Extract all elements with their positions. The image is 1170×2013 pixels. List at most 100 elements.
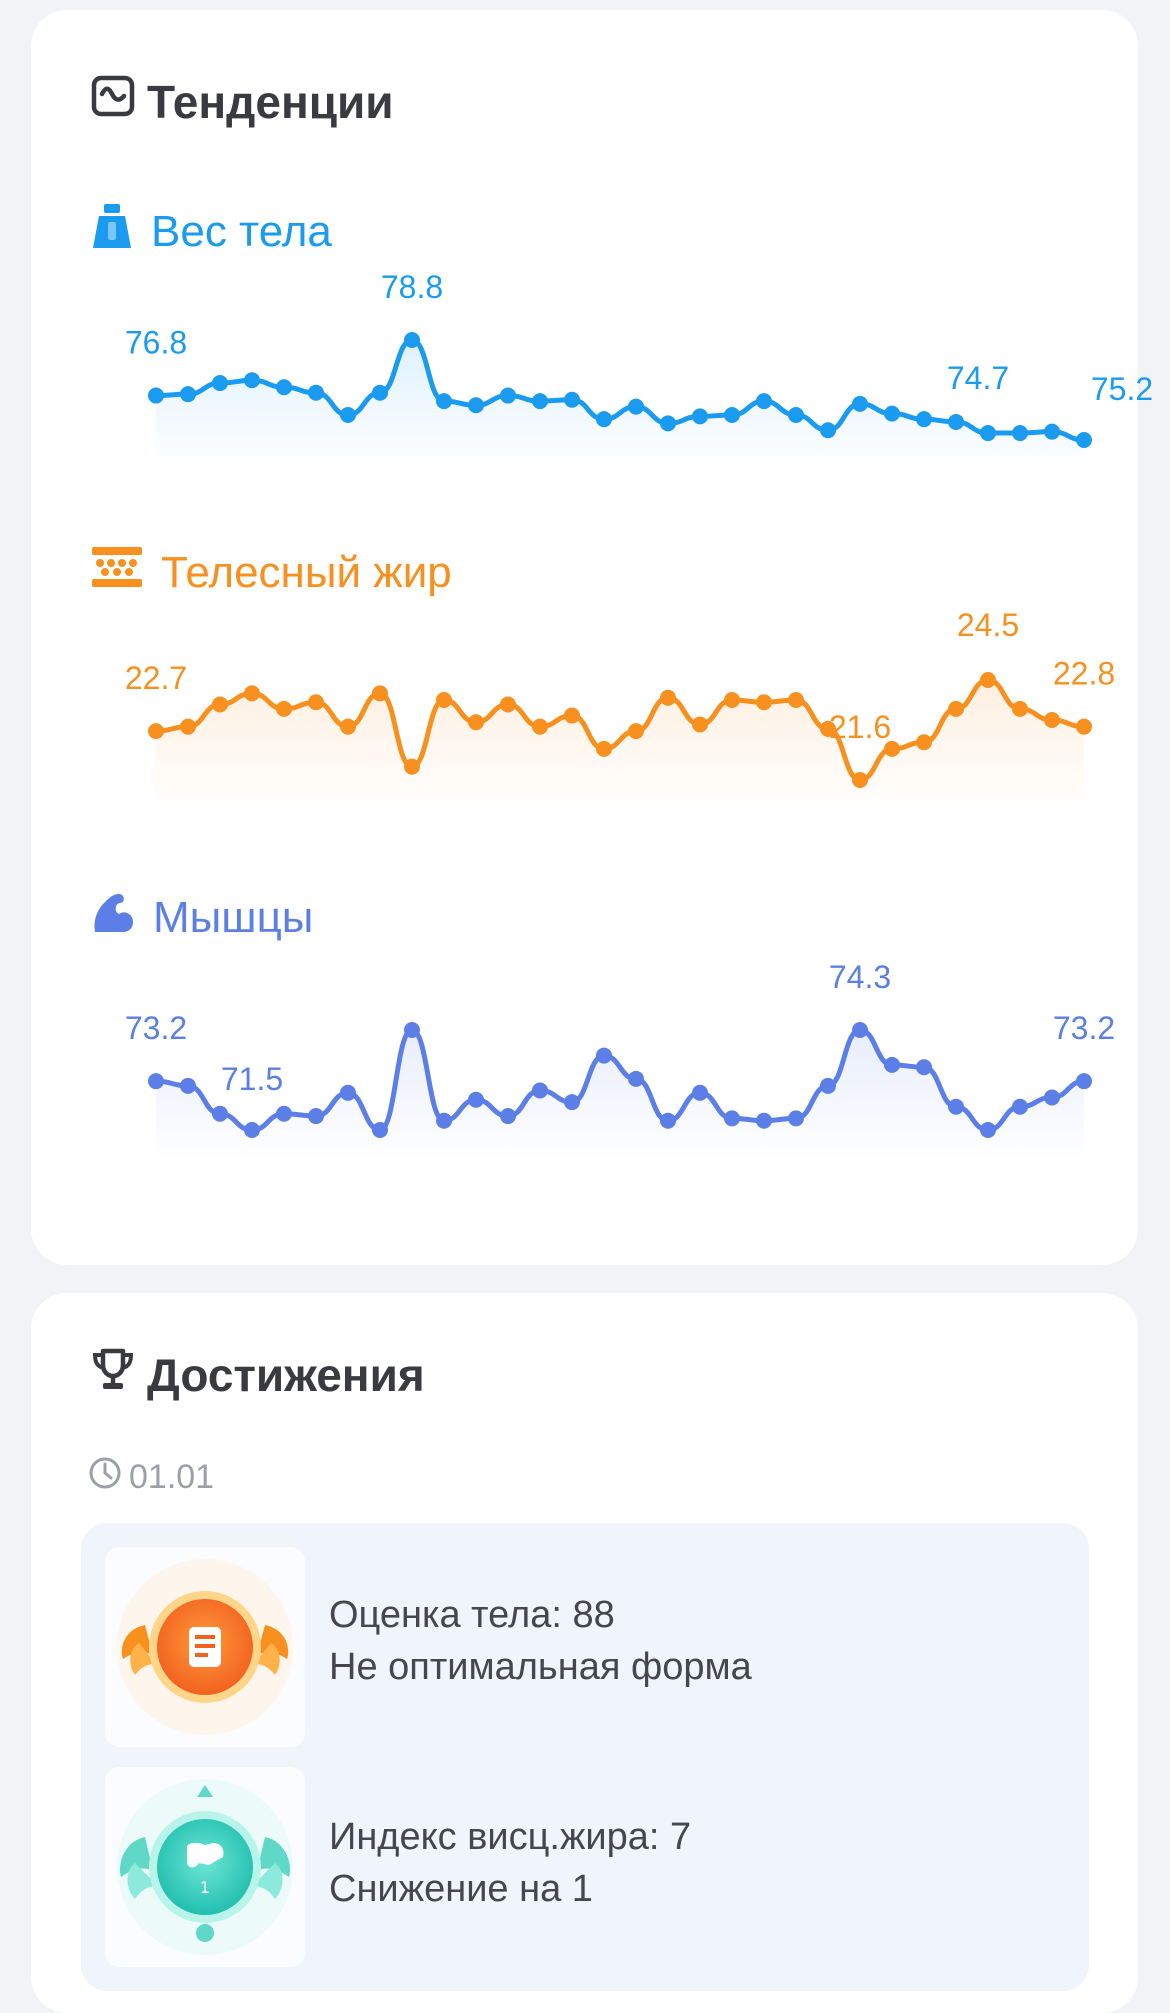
data-point[interactable] bbox=[404, 1022, 420, 1038]
data-point[interactable] bbox=[180, 386, 196, 403]
data-point[interactable] bbox=[564, 707, 580, 724]
data-point[interactable] bbox=[500, 387, 516, 404]
data-point[interactable] bbox=[500, 696, 516, 713]
data-point[interactable] bbox=[596, 740, 612, 757]
data-point[interactable] bbox=[1076, 718, 1092, 735]
data-point[interactable] bbox=[820, 720, 836, 737]
data-point[interactable] bbox=[532, 1082, 548, 1099]
data-point[interactable] bbox=[340, 1084, 356, 1101]
data-point[interactable] bbox=[692, 408, 708, 425]
data-point[interactable] bbox=[372, 1122, 388, 1138]
data-point[interactable] bbox=[212, 696, 228, 713]
data-point[interactable] bbox=[1012, 700, 1028, 717]
data-point[interactable] bbox=[852, 772, 868, 788]
data-point[interactable] bbox=[980, 1122, 996, 1138]
data-point[interactable] bbox=[308, 384, 324, 401]
data-point[interactable] bbox=[884, 405, 900, 422]
data-point[interactable] bbox=[628, 1070, 644, 1087]
data-point[interactable] bbox=[148, 723, 164, 740]
data-point[interactable] bbox=[660, 689, 676, 706]
data-point[interactable] bbox=[820, 1077, 836, 1094]
data-point[interactable] bbox=[1076, 1073, 1092, 1090]
data-point[interactable] bbox=[436, 393, 452, 410]
data-point[interactable] bbox=[244, 1122, 260, 1138]
data-point[interactable] bbox=[884, 1056, 900, 1073]
data-point[interactable] bbox=[308, 694, 324, 711]
data-point[interactable] bbox=[1044, 1089, 1060, 1106]
data-point[interactable] bbox=[724, 407, 740, 423]
data-point[interactable] bbox=[852, 1022, 868, 1038]
achievement-item-visceral-fat[interactable]: 1 Индекс висц.жира: 7 Снижение на 1 bbox=[105, 1767, 1065, 1967]
data-point[interactable] bbox=[436, 692, 452, 708]
data-point[interactable] bbox=[212, 375, 228, 392]
data-point[interactable] bbox=[468, 397, 484, 414]
data-point[interactable] bbox=[532, 718, 548, 735]
data-point[interactable] bbox=[660, 1112, 676, 1129]
data-point[interactable] bbox=[788, 692, 804, 708]
metric-weight-title[interactable]: Вес тела bbox=[91, 202, 332, 261]
data-point[interactable] bbox=[436, 1112, 452, 1129]
data-point[interactable] bbox=[948, 700, 964, 717]
data-point[interactable] bbox=[628, 723, 644, 740]
data-point[interactable] bbox=[148, 387, 164, 404]
data-point[interactable] bbox=[628, 398, 644, 415]
data-point[interactable] bbox=[404, 758, 420, 775]
data-point[interactable] bbox=[788, 407, 804, 423]
data-point[interactable] bbox=[1044, 712, 1060, 728]
data-point[interactable] bbox=[884, 740, 900, 757]
data-point[interactable] bbox=[692, 716, 708, 733]
data-point[interactable] bbox=[724, 1110, 740, 1127]
data-point[interactable] bbox=[212, 1105, 228, 1122]
data-point[interactable] bbox=[980, 425, 996, 442]
data-point[interactable] bbox=[1012, 425, 1028, 442]
metric-fat-title[interactable]: Телесный жир bbox=[91, 545, 452, 600]
data-point[interactable] bbox=[724, 692, 740, 708]
data-point[interactable] bbox=[820, 422, 836, 439]
data-point[interactable] bbox=[500, 1108, 516, 1125]
data-point[interactable] bbox=[756, 694, 772, 711]
data-point[interactable] bbox=[948, 413, 964, 430]
data-point[interactable] bbox=[308, 1108, 324, 1125]
data-point[interactable] bbox=[532, 393, 548, 410]
data-point[interactable] bbox=[1012, 1098, 1028, 1115]
data-point[interactable] bbox=[372, 384, 388, 401]
data-point[interactable] bbox=[468, 714, 484, 731]
achievement-line2: Снижение на 1 bbox=[329, 1868, 593, 1910]
data-point[interactable] bbox=[404, 332, 420, 348]
data-point[interactable] bbox=[564, 1094, 580, 1111]
data-point[interactable] bbox=[1044, 423, 1060, 440]
data-point[interactable] bbox=[468, 1091, 484, 1108]
data-point[interactable] bbox=[180, 1077, 196, 1094]
data-point[interactable] bbox=[948, 1098, 964, 1115]
achievement-text: Оценка тела: 88 Не оптимальная форма bbox=[329, 1589, 752, 1693]
metric-muscle-title[interactable]: Мышцы bbox=[91, 890, 313, 945]
data-point[interactable] bbox=[244, 685, 260, 702]
data-point[interactable] bbox=[596, 411, 612, 428]
data-point[interactable] bbox=[340, 407, 356, 423]
data-point[interactable] bbox=[148, 1073, 164, 1090]
data-point[interactable] bbox=[372, 685, 388, 702]
data-point[interactable] bbox=[564, 391, 580, 408]
muscle-chart[interactable]: 73.2 71.5 74.3 73.2 bbox=[31, 950, 1138, 1190]
data-point[interactable] bbox=[340, 718, 356, 735]
achievement-item-body-score[interactable]: Оценка тела: 88 Не оптимальная форма bbox=[105, 1547, 1065, 1747]
data-point[interactable] bbox=[276, 379, 292, 396]
data-point[interactable] bbox=[916, 734, 932, 751]
weight-chart[interactable]: 76.8 78.8 74.7 75.2 bbox=[31, 260, 1153, 500]
data-point[interactable] bbox=[276, 700, 292, 717]
data-point[interactable] bbox=[180, 718, 196, 735]
data-point[interactable] bbox=[788, 1110, 804, 1127]
data-point[interactable] bbox=[1076, 432, 1092, 448]
fat-chart[interactable]: 22.7 21.6 24.5 22.8 bbox=[31, 600, 1138, 840]
data-point[interactable] bbox=[660, 415, 676, 432]
data-point[interactable] bbox=[916, 411, 932, 428]
data-point[interactable] bbox=[596, 1047, 612, 1064]
data-point[interactable] bbox=[980, 672, 996, 688]
data-point[interactable] bbox=[276, 1105, 292, 1122]
data-point[interactable] bbox=[692, 1084, 708, 1101]
data-point[interactable] bbox=[756, 393, 772, 410]
data-point[interactable] bbox=[916, 1059, 932, 1076]
data-point[interactable] bbox=[852, 395, 868, 412]
data-point[interactable] bbox=[756, 1112, 772, 1129]
data-point[interactable] bbox=[244, 372, 260, 389]
